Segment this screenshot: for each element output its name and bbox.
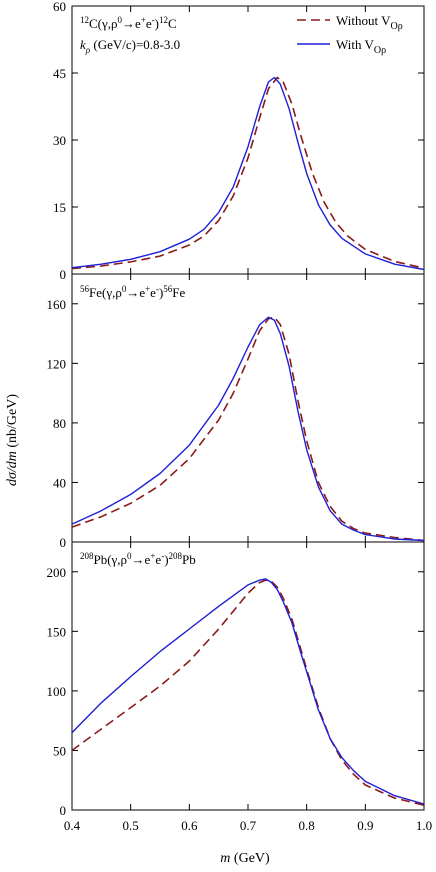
y-tick-label: 0 [60,535,67,550]
x-axis-title: m (GeV) [220,851,270,866]
legend-label-with: With VOρ [336,37,386,56]
panel-frame [71,273,425,543]
series-line-without-c [71,76,425,270]
kinematics-label: kρ (GeV/c)=0.8-3.0 [80,37,180,55]
y-tick-label: 30 [53,133,66,148]
y-tick-label: 160 [47,297,67,312]
panel-label-fe: 56Fe(γ,ρ0→e+e-)56Fe [80,284,186,300]
x-tick-label: 0.7 [240,818,257,833]
series-line-with-c [71,76,425,271]
y-tick-label: 40 [53,475,66,490]
x-tick-label: 0.8 [299,818,315,833]
legend: Without VOρ With VOρ [297,13,403,56]
panels-layer: 0 15 30 45 60 0 40 80 120 160 0 50 100 150 200 0.4 0.5 0.… [47,0,433,833]
x-tick-label: 0.4 [64,818,81,833]
y-tick-label: 120 [47,356,67,371]
y-axis-title: dσ/dm (nb/GeV) [5,394,20,486]
y-tick-label: 15 [53,200,66,215]
y-tick-label: 0 [60,803,67,818]
x-tick-label: 0.9 [357,818,373,833]
panel-frame [71,541,425,811]
y-tick-label: 100 [47,684,67,699]
x-tick-label: 0.5 [123,818,139,833]
x-tick-label: 0.6 [181,818,198,833]
y-tick-label: 150 [47,624,67,639]
y-tick-label: 0 [60,267,67,282]
legend-label-without: Without VOρ [336,13,403,32]
panel-label-c: 12C(γ,ρ0→e+e-)12C [80,15,177,31]
panel-label-pb: 208Pb(γ,ρ0→e+e-)208Pb [80,551,196,567]
panel-pb: 0 50 100 150 200 0.4 0.5 0.6 0.7 0.8 0.9 1.0 [47,541,432,833]
series-line-without-fe [71,316,425,542]
y-tick-label: 50 [53,743,66,758]
x-tick-label: 1.0 [416,818,432,833]
series-line-with-pb [71,578,425,805]
series-line-with-fe [71,316,425,542]
series-line-without-pb [71,579,425,806]
y-tick-label: 200 [47,565,67,580]
y-tick-label: 60 [53,0,66,14]
y-tick-label: 45 [53,66,66,81]
y-tick-label: 80 [53,416,66,431]
panel-fe: 0 40 80 120 160 [47,273,425,550]
